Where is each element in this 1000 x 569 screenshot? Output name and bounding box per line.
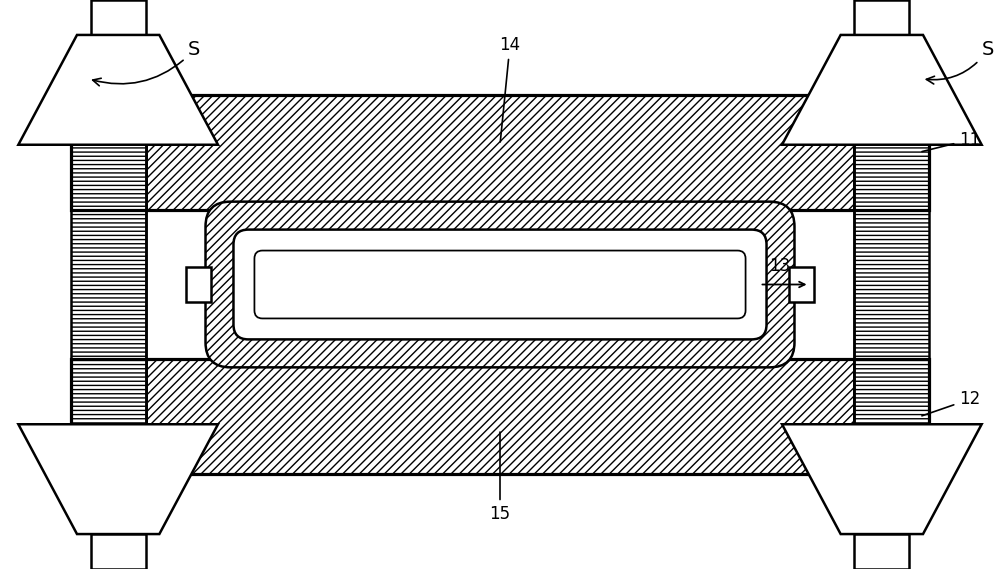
FancyBboxPatch shape: [206, 201, 794, 368]
Bar: [146, 95, 854, 209]
Bar: [71, 95, 146, 474]
Bar: [71, 360, 929, 474]
Bar: [854, 0, 909, 35]
Text: 15: 15: [489, 432, 511, 523]
Bar: [146, 360, 854, 474]
Polygon shape: [18, 424, 218, 534]
Bar: [186, 267, 211, 302]
Bar: [71, 360, 146, 474]
Bar: [854, 95, 929, 209]
Bar: [854, 360, 929, 474]
Text: S: S: [926, 40, 994, 84]
Text: 11: 11: [922, 131, 980, 151]
Bar: [91, 0, 146, 35]
Bar: [71, 95, 929, 209]
Text: 14: 14: [499, 36, 521, 142]
FancyBboxPatch shape: [233, 230, 767, 339]
Polygon shape: [18, 35, 218, 145]
Polygon shape: [782, 424, 982, 534]
Polygon shape: [782, 35, 982, 145]
Text: 12: 12: [922, 390, 980, 416]
Text: 13: 13: [770, 257, 791, 274]
Bar: [71, 95, 146, 209]
FancyBboxPatch shape: [254, 250, 746, 319]
Bar: [854, 95, 929, 474]
Bar: [789, 267, 814, 302]
Bar: [854, 534, 909, 569]
Text: S: S: [93, 40, 200, 86]
Bar: [91, 534, 146, 569]
